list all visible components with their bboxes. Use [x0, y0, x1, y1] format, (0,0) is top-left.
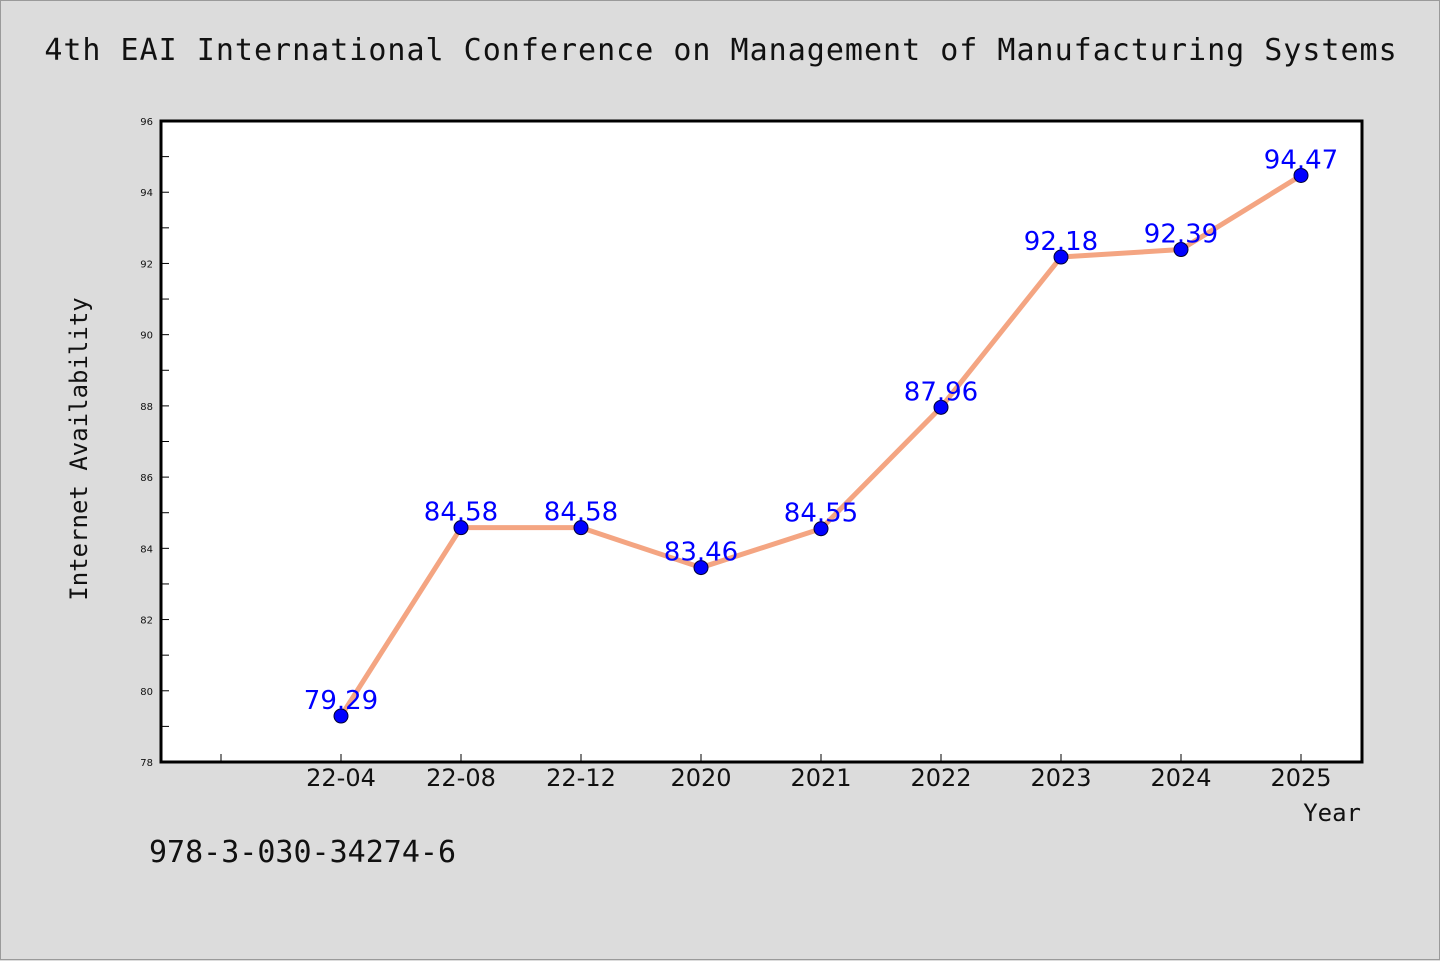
data-point	[333, 708, 349, 724]
data-label: 84.58	[544, 498, 618, 528]
x-tick-label: 22-12	[546, 764, 616, 792]
y-tick-label: 78	[140, 758, 153, 769]
y-tick-label: 82	[140, 616, 153, 627]
y-tick-label: 84	[140, 544, 153, 555]
data-markers	[333, 167, 1309, 724]
y-tick-label: 80	[140, 687, 153, 698]
y-tick-label: 86	[140, 473, 153, 484]
data-label: 94.47	[1264, 145, 1338, 175]
data-point	[1293, 167, 1309, 183]
y-tick-label: 92	[140, 259, 153, 270]
x-tick-label: 2024	[1150, 764, 1211, 792]
y-tick-label: 90	[140, 331, 153, 342]
chart-title: 4th EAI International Conference on Mana…	[44, 33, 1398, 68]
x-axis: 22-04 22-08 22-12 2020 2021 2022 2023 2024 2025	[220, 754, 1332, 792]
data-point	[693, 560, 709, 576]
isbn-label: 978-3-030-34274-6	[149, 835, 457, 870]
x-tick-label: 2025	[1270, 764, 1331, 792]
x-tick-label: 22-08	[426, 764, 496, 792]
data-label: 84.58	[424, 498, 498, 528]
x-tick-label: 2022	[910, 764, 971, 792]
y-tick-label: 88	[140, 402, 153, 413]
data-label: 87.96	[904, 377, 978, 407]
data-labels: 79.29 84.58 84.58 83.46 84.55 87.96 92.18 92.39…	[304, 145, 1338, 716]
data-point	[1053, 249, 1069, 265]
data-label: 83.46	[664, 538, 738, 568]
plot-area	[159, 119, 1364, 764]
data-label: 79.29	[304, 686, 378, 716]
x-tick-label: 22-04	[306, 764, 376, 792]
data-label: 92.18	[1024, 227, 1098, 257]
x-axis-title: Year	[1303, 799, 1361, 827]
x-tick-label: 2020	[670, 764, 731, 792]
y-tick-label: 96	[140, 117, 153, 128]
y-axis-title: Internet Availability	[65, 297, 93, 600]
y-tick-label: 94	[140, 188, 153, 199]
data-label: 92.39	[1144, 220, 1218, 250]
x-tick-label: 2021	[790, 764, 851, 792]
data-point	[573, 520, 589, 536]
data-point	[933, 399, 949, 415]
x-tick-label: 2023	[1030, 764, 1091, 792]
y-axis: 78 80 82 84 86 88 90 92 94 96	[140, 117, 169, 769]
data-label: 84.55	[784, 499, 858, 529]
data-point	[1173, 242, 1189, 258]
data-point	[453, 520, 469, 536]
data-point	[813, 521, 829, 537]
